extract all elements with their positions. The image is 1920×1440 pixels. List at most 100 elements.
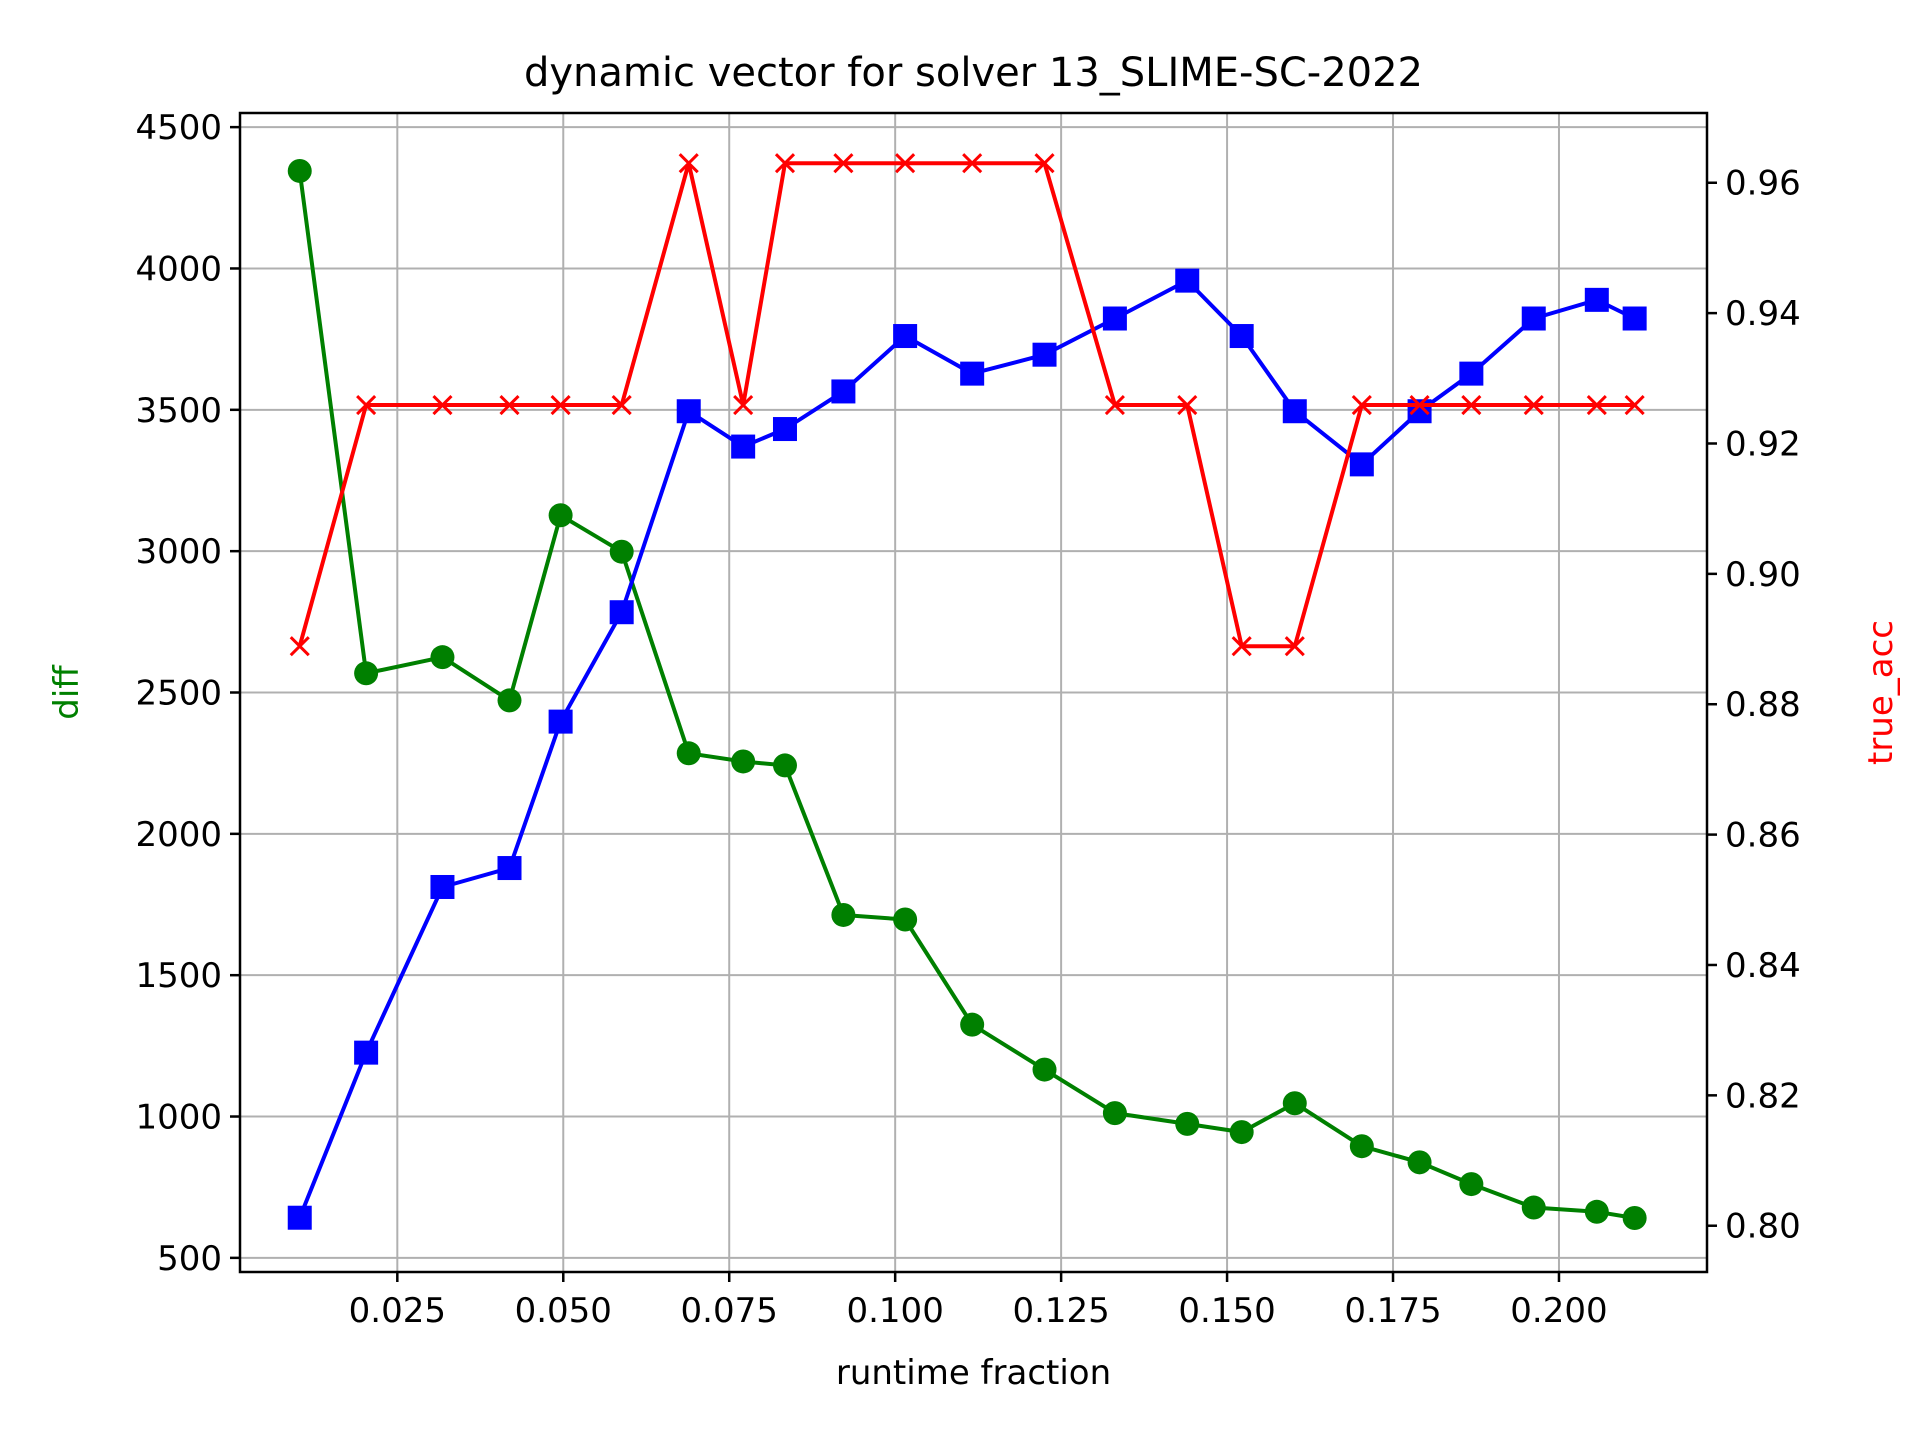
data-point-square xyxy=(731,434,756,459)
data-point-circle xyxy=(1521,1195,1546,1220)
x-marker-stroke xyxy=(1461,394,1482,416)
data-point-x xyxy=(1586,394,1607,416)
x-axis-label: runtime fraction xyxy=(836,1353,1111,1393)
data-point-x xyxy=(1231,636,1252,657)
data-point-circle xyxy=(354,661,379,686)
data-point-circle xyxy=(772,753,797,778)
data-point-x xyxy=(356,394,377,416)
data-point-circle xyxy=(1175,1111,1200,1136)
x-marker-stroke xyxy=(1351,394,1372,416)
y-tick-label: 3000 xyxy=(135,532,222,572)
y2-tick-label: 0.94 xyxy=(1725,294,1801,334)
x-marker-stroke xyxy=(432,394,453,416)
data-point-square xyxy=(609,600,634,625)
y2-tick-label: 0.84 xyxy=(1725,946,1801,986)
data-point-circle xyxy=(287,158,312,183)
data-point-x xyxy=(1624,394,1645,416)
x-marker-stroke xyxy=(289,636,310,657)
data-point-circle xyxy=(893,907,918,932)
x-marker-stroke xyxy=(1523,394,1544,416)
data-point-circle xyxy=(1407,1150,1432,1175)
data-point-x xyxy=(1461,394,1482,416)
ticks-layer: 0.025 0.050 0.075 0.100 0.125 0.150 0.175 0.200… xyxy=(135,108,1800,1331)
data-point-x xyxy=(1104,394,1125,416)
data-point-circle xyxy=(430,645,455,670)
x-marker-stroke xyxy=(1586,394,1607,416)
x-marker-stroke xyxy=(733,394,754,416)
data-point-square xyxy=(1407,399,1432,424)
data-point-circle xyxy=(609,539,634,564)
data-point-x xyxy=(1523,394,1544,416)
x-marker-stroke xyxy=(962,153,983,174)
data-point-square xyxy=(772,417,797,442)
x-marker-stroke xyxy=(1284,636,1305,657)
y-tick-label: 4500 xyxy=(135,108,222,148)
data-point-x xyxy=(1351,394,1372,416)
data-point-circle xyxy=(1349,1134,1374,1159)
data-point-circle xyxy=(497,688,522,713)
data-point-circle xyxy=(548,503,573,528)
x-tick-label: 0.200 xyxy=(1510,1291,1607,1331)
data-point-circle xyxy=(831,902,856,927)
data-point-square xyxy=(1175,268,1200,293)
data-point-square xyxy=(676,399,701,424)
x-tick-label: 0.100 xyxy=(846,1291,943,1331)
x-marker-stroke xyxy=(611,394,632,416)
data-point-x xyxy=(1034,153,1055,174)
data-point-x xyxy=(1284,636,1305,657)
y2-tick-label: 0.88 xyxy=(1725,685,1801,725)
x-marker-stroke xyxy=(774,153,796,174)
data-point-circle xyxy=(1622,1206,1647,1231)
y-tick-label: 4000 xyxy=(135,249,222,289)
data-point-circle xyxy=(1584,1199,1609,1224)
x-tick-label: 0.050 xyxy=(515,1291,612,1331)
x-marker-stroke xyxy=(1177,394,1198,416)
y-tick-label: 1000 xyxy=(135,1098,222,1138)
data-point-square xyxy=(548,709,573,734)
x-tick-label: 0.025 xyxy=(349,1291,446,1331)
data-point-x xyxy=(289,636,310,657)
data-point-x xyxy=(432,394,453,416)
y-tick-label: 2000 xyxy=(135,815,222,855)
chart-title: dynamic vector for solver 13_SLIME-SC-20… xyxy=(524,50,1423,96)
data-point-circle xyxy=(731,749,756,774)
y2-axis-label: true_acc xyxy=(1861,620,1901,765)
data-point-circle xyxy=(1032,1057,1057,1082)
y2-tick-label: 0.86 xyxy=(1725,816,1801,856)
y-tick-label: 1500 xyxy=(135,956,222,996)
x-marker-stroke xyxy=(895,153,916,174)
data-point-square xyxy=(1349,452,1374,477)
data-point-circle xyxy=(1229,1120,1254,1145)
y-axis-label: diff xyxy=(47,664,87,720)
x-marker-stroke xyxy=(356,394,377,416)
data-point-x xyxy=(962,153,983,174)
data-point-square xyxy=(1282,399,1307,424)
y2-tick-label: 0.80 xyxy=(1725,1207,1801,1247)
x-marker-stroke xyxy=(1409,394,1430,416)
x-marker-stroke xyxy=(1104,394,1125,416)
data-point-square xyxy=(354,1040,379,1065)
data-point-x xyxy=(499,394,520,416)
data-point-x xyxy=(550,394,571,416)
data-point-square xyxy=(960,361,985,386)
data-point-square xyxy=(497,856,522,881)
x-marker-stroke xyxy=(833,153,854,174)
data-point-square xyxy=(430,874,455,899)
data-point-circle xyxy=(676,741,701,766)
data-point-square xyxy=(1459,361,1484,386)
data-point-circle xyxy=(1102,1101,1127,1126)
data-point-x xyxy=(895,153,916,174)
y-tick-label: 500 xyxy=(157,1239,222,1279)
data-point-square xyxy=(1229,324,1254,349)
data-point-square xyxy=(1032,342,1057,367)
x-marker-stroke xyxy=(1034,153,1055,174)
data-point-x xyxy=(611,394,632,416)
y2-tick-label: 0.92 xyxy=(1725,424,1801,464)
x-tick-label: 0.125 xyxy=(1012,1291,1109,1331)
data-point-square xyxy=(1622,306,1647,331)
data-point-x xyxy=(678,153,699,174)
data-point-square xyxy=(893,324,918,349)
data-point-square xyxy=(287,1205,312,1230)
